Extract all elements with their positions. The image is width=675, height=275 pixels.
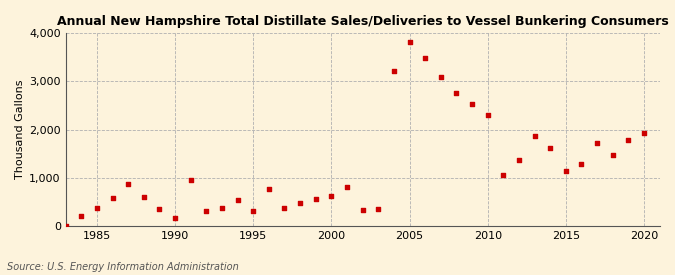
Point [514,158,524,163]
Point [138,195,149,199]
Point [545,146,556,151]
Point [608,153,618,157]
Point [263,187,274,191]
Point [466,102,477,106]
Point [420,56,431,60]
Title: Annual New Hampshire Total Distillate Sales/Deliveries to Vessel Bunkering Consu: Annual New Hampshire Total Distillate Sa… [57,15,668,28]
Point [483,112,493,117]
Point [107,196,118,200]
Point [576,162,587,166]
Point [154,206,165,211]
Y-axis label: Thousand Gallons: Thousand Gallons [15,80,25,179]
Point [435,75,446,79]
Point [451,91,462,95]
Point [248,209,259,214]
Point [592,141,603,145]
Point [295,201,306,205]
Point [342,185,352,189]
Point [529,134,540,139]
Point [498,173,509,177]
Point [389,69,400,74]
Point [76,214,86,218]
Point [373,207,383,211]
Point [169,216,180,220]
Point [404,39,415,44]
Point [232,198,243,203]
Point [310,197,321,202]
Point [217,206,227,210]
Point [357,207,368,212]
Point [326,194,337,198]
Text: Source: U.S. Energy Information Administration: Source: U.S. Energy Information Administ… [7,262,238,272]
Point [201,209,212,213]
Point [639,131,649,136]
Point [92,206,103,210]
Point [123,182,134,186]
Point [186,178,196,182]
Point [60,224,71,228]
Point [560,169,571,174]
Point [623,138,634,142]
Point [279,205,290,210]
